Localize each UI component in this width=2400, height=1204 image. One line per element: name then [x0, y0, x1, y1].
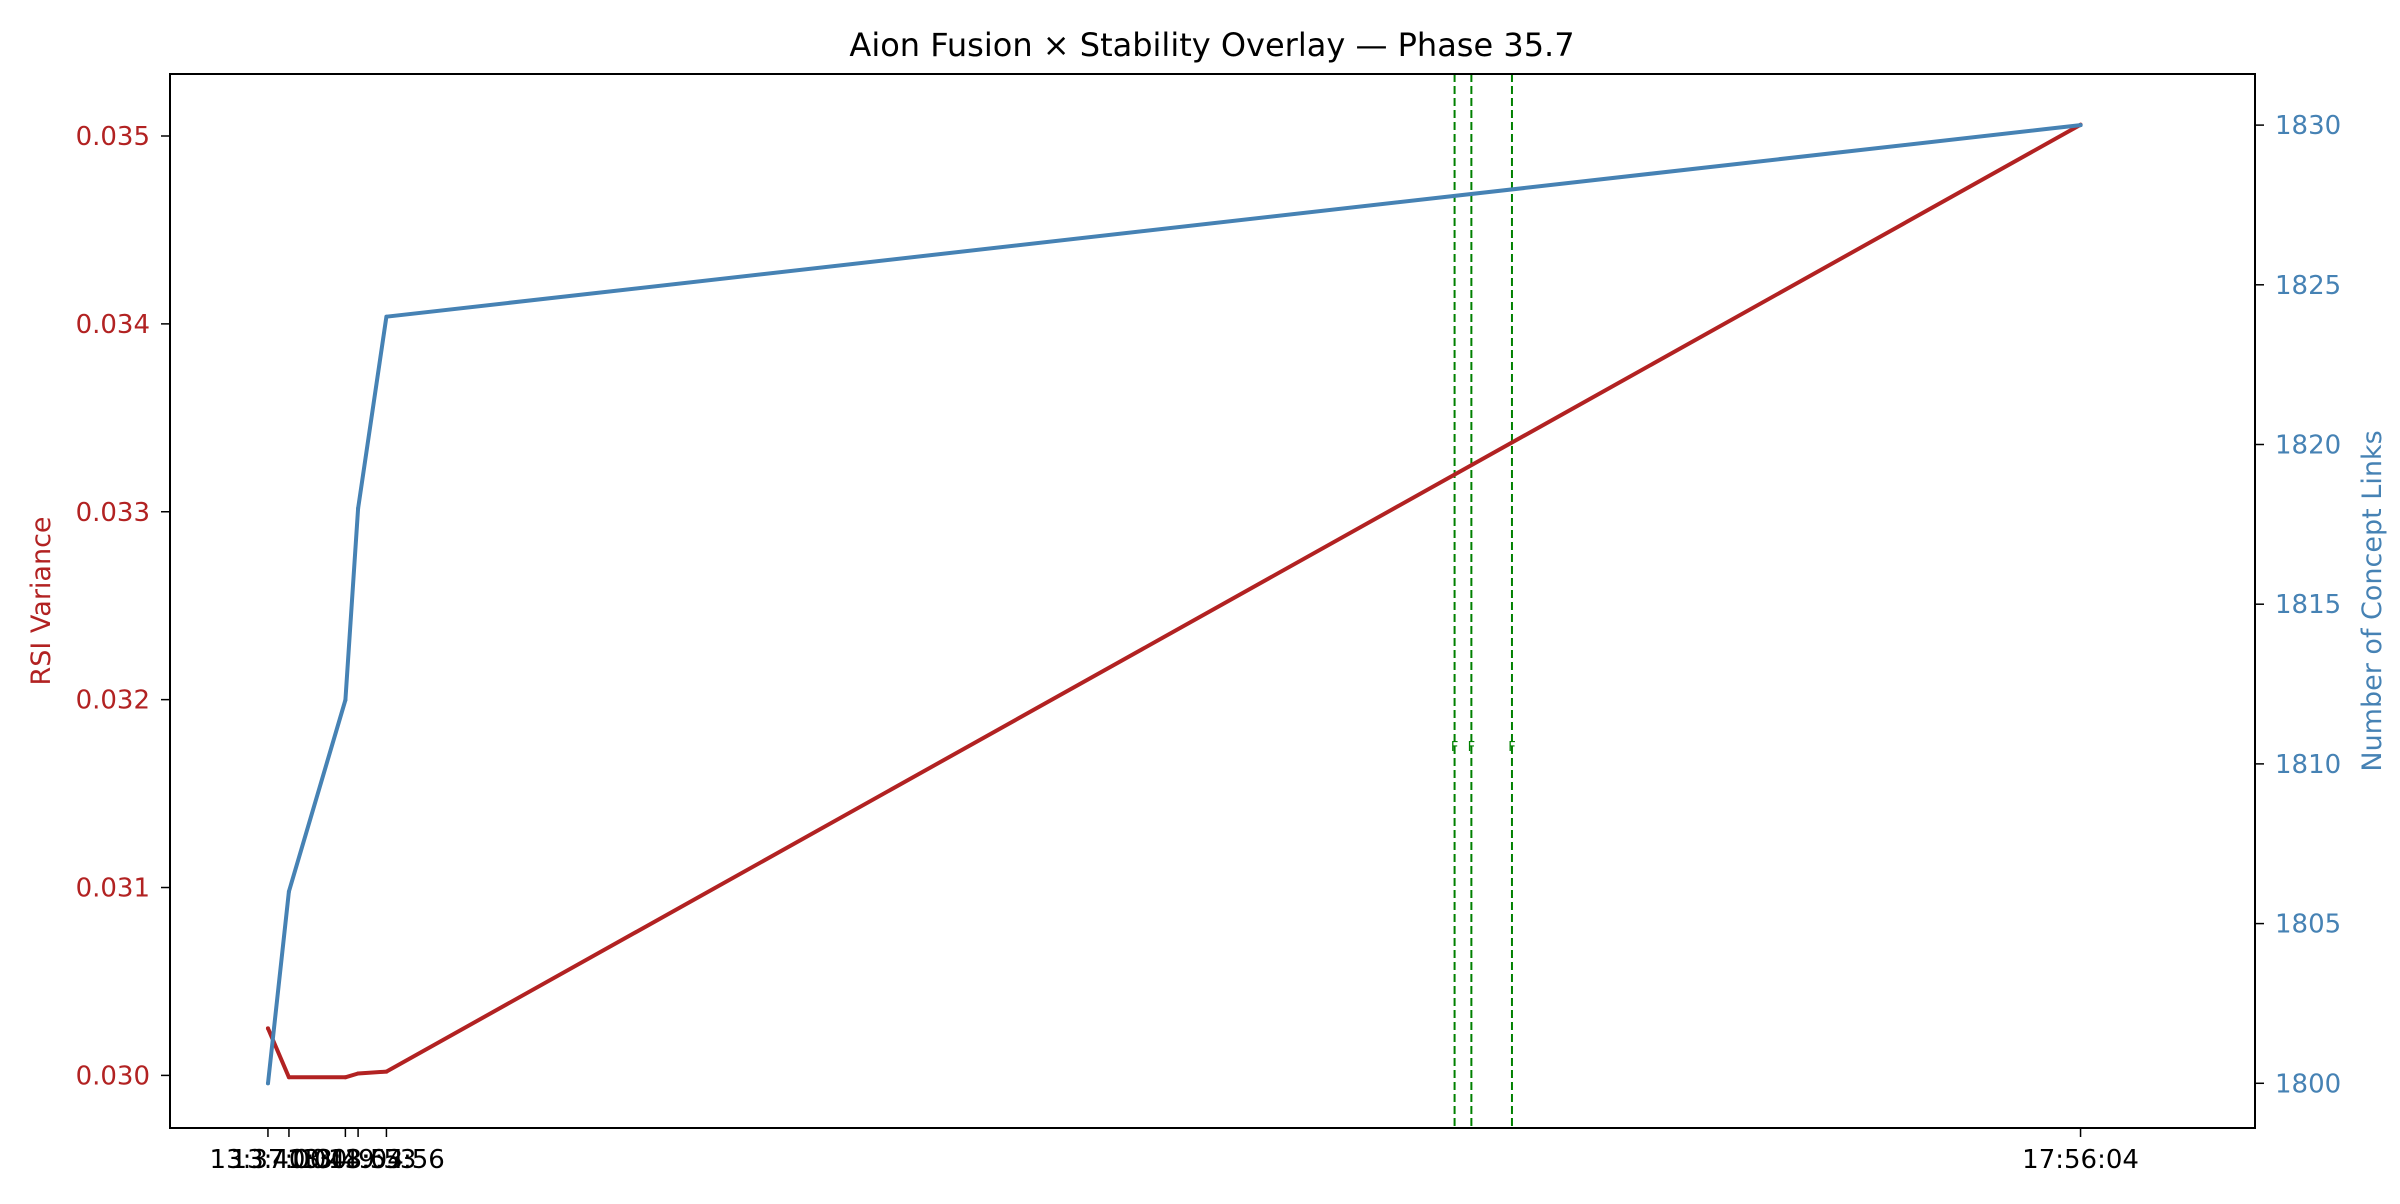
x-tick-label: 13:53:56 [328, 1145, 445, 1175]
right-y-tick-label: 1825 [2275, 271, 2341, 301]
concept-links-point [356, 506, 361, 511]
rsi-variance-point [265, 1026, 270, 1031]
x-tick-label: 13:37:00 [210, 1145, 327, 1175]
left-y-tick-label: 0.034 [76, 310, 150, 340]
left-y-axis: 0.030 0.031 0.032 0.033 0.034 0.035 [76, 122, 170, 1091]
x-tick-label: 17:56:04 [2022, 1145, 2139, 1175]
plot-frame [169, 73, 2256, 1129]
rsi-variance-point [286, 1075, 291, 1080]
right-y-tick-label: 1805 [2275, 910, 2341, 940]
right-y-tick-label: 1830 [2275, 111, 2341, 141]
concept-links-point [2078, 123, 2083, 128]
rsi-variance-point [356, 1071, 361, 1076]
right-y-tick-label: 1800 [2275, 1069, 2341, 1099]
left-y-tick-label: 0.035 [76, 122, 150, 152]
concept-links-point [265, 1081, 270, 1086]
event-marker-label: F [1468, 740, 1475, 755]
event-marker-label: F [1451, 740, 1458, 755]
right-y-tick-label: 1815 [2275, 590, 2341, 620]
left-y-tick-label: 0.033 [76, 498, 150, 528]
x-tick-label: 13:48:04 [287, 1145, 404, 1175]
left-axis-label: RSI Variance [26, 516, 57, 685]
right-y-tick-label: 1820 [2275, 430, 2341, 460]
concept-links-line [266, 123, 2083, 1086]
chart-title: Aion Fusion × Stability Overlay — Phase … [849, 26, 1574, 64]
left-y-tick-label: 0.032 [76, 686, 150, 716]
x-axis: 13:37:0013:40:0013:48:0413:49:5313:53:56… [210, 1128, 2139, 1175]
concept-links-point [343, 698, 348, 703]
x-tick-label: 13:40:00 [231, 1145, 348, 1175]
rsi-variance-point [384, 1069, 389, 1074]
rsi-variance-point [343, 1075, 348, 1080]
right-y-axis: 1800 1805 1810 1815 1820 1825 1830 [2255, 111, 2341, 1099]
concept-links-point [384, 314, 389, 319]
left-y-tick-label: 0.030 [76, 1061, 150, 1091]
x-tick-label: 13:49:53 [300, 1145, 417, 1175]
concept-links-point [286, 889, 291, 894]
left-y-tick-label: 0.031 [76, 874, 150, 904]
right-axis-label: Number of Concept Links [2357, 430, 2388, 771]
event-marker-label: F [1508, 740, 1515, 755]
right-y-tick-label: 1810 [2275, 750, 2341, 780]
series-lines [265, 122, 2083, 1086]
rsi-variance-line [266, 122, 2083, 1080]
